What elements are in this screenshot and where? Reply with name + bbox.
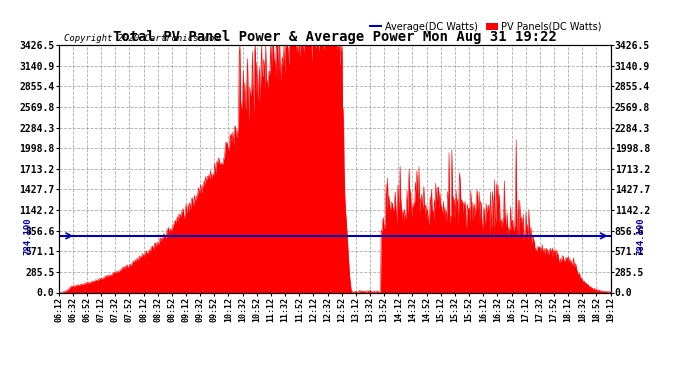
Text: 784.190: 784.190 xyxy=(636,217,646,255)
Title: Total PV Panel Power & Average Power Mon Aug 31 19:22: Total PV Panel Power & Average Power Mon… xyxy=(112,30,557,44)
Legend: Average(DC Watts), PV Panels(DC Watts): Average(DC Watts), PV Panels(DC Watts) xyxy=(366,18,606,36)
Text: Copyright 2020 Cartronics.com: Copyright 2020 Cartronics.com xyxy=(64,33,220,42)
Text: 784.190: 784.190 xyxy=(23,217,33,255)
